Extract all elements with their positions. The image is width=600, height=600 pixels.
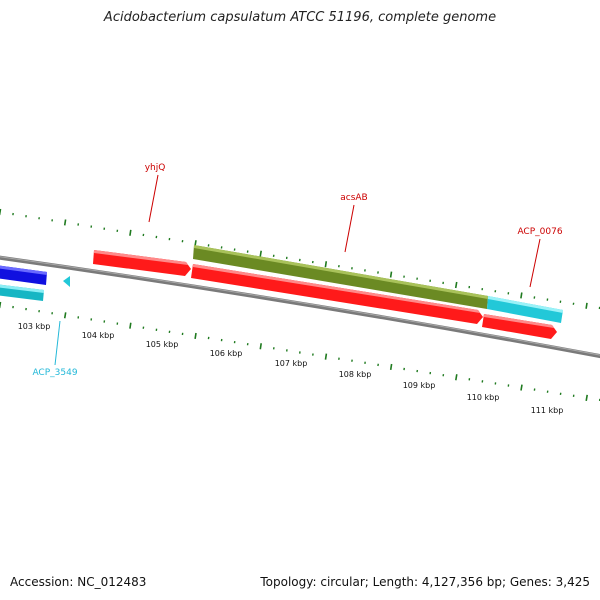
major-tick — [389, 271, 393, 278]
major-tick — [129, 229, 132, 236]
tick-label: 105 kbp — [146, 340, 179, 349]
tick-label: 103 kbp — [18, 322, 51, 331]
major-tick — [194, 332, 197, 340]
gene-acp-0076[interactable] — [487, 296, 563, 323]
label-yhjq[interactable]: yhjQ — [145, 163, 166, 173]
major-tick — [259, 343, 262, 350]
label-acp-3549[interactable]: ACP_3549 — [32, 368, 77, 378]
tick-label: 104 kbp — [82, 331, 115, 340]
tick-label: 109 kbp — [403, 381, 436, 390]
gene-red-right[interactable] — [482, 314, 557, 339]
major-tick — [324, 353, 328, 360]
major-tick — [520, 292, 523, 299]
gene-cyan-marker[interactable] — [63, 276, 70, 287]
major-tick — [389, 363, 393, 371]
major-tick — [129, 322, 132, 329]
gene-red-long[interactable] — [191, 264, 483, 324]
major-tick — [454, 281, 458, 289]
gene-acp-3549[interactable] — [0, 284, 44, 301]
accession-text: Accession: NC_012483 — [10, 575, 147, 589]
genome-summary-text: Topology: circular; Length: 4,127,356 bp… — [260, 575, 590, 589]
leader-acsab — [344, 204, 355, 253]
tick-labels: 103 kbp 104 kbp 105 kbp 106 kbp 107 kbp 108 k… — [18, 322, 564, 415]
gene-blue-left[interactable] — [0, 265, 47, 285]
outer-tick-track — [0, 208, 600, 310]
gene-yhjq[interactable] — [93, 250, 191, 276]
map-title: Acidobacterium capsulatum ATCC 51196, co… — [103, 10, 497, 25]
major-tick — [63, 312, 67, 319]
label-acp-0076[interactable]: ACP_0076 — [517, 227, 562, 237]
major-tick — [259, 250, 262, 257]
tick-label: 106 kbp — [210, 349, 243, 358]
major-tick — [520, 384, 523, 391]
leader-acp-0076 — [529, 238, 541, 288]
tick-label: 107 kbp — [275, 359, 308, 368]
gene-acsab[interactable] — [193, 245, 488, 309]
tick-label: 110 kbp — [467, 393, 500, 402]
leader-yhjq — [148, 174, 159, 223]
major-tick — [324, 261, 328, 268]
tick-label: 108 kbp — [339, 370, 372, 379]
leader-acp-3549 — [54, 320, 61, 366]
tick-label: 111 kbp — [531, 406, 564, 415]
label-acsab[interactable]: acsAB — [340, 193, 367, 203]
genome-backbone-highlight — [0, 256, 600, 356]
major-tick — [585, 302, 588, 309]
inner-tick-track — [0, 301, 600, 402]
major-tick — [63, 219, 67, 226]
major-tick — [0, 301, 2, 309]
major-tick — [455, 374, 458, 381]
major-tick — [0, 208, 2, 216]
major-tick — [585, 394, 588, 402]
genome-backbone — [0, 255, 600, 359]
